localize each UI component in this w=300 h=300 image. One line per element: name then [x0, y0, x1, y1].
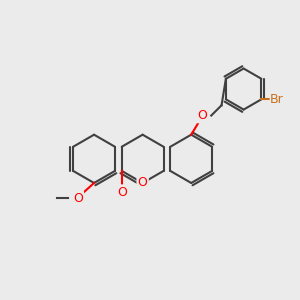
Text: O: O	[117, 186, 127, 199]
Text: O: O	[197, 109, 207, 122]
Text: O: O	[138, 176, 148, 190]
Text: O: O	[73, 192, 83, 205]
Text: Br: Br	[270, 93, 284, 106]
